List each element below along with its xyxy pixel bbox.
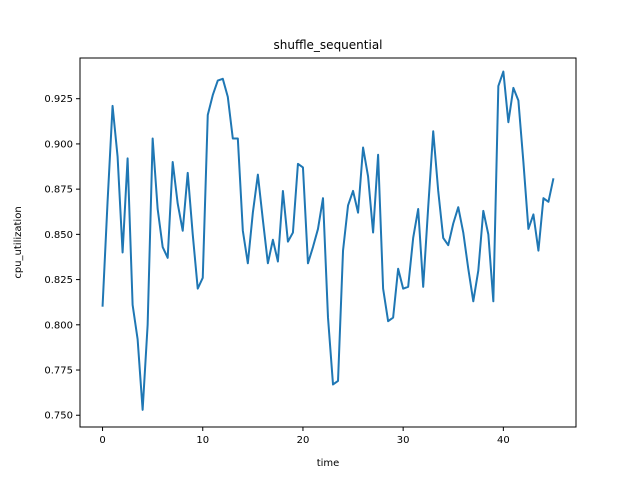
y-tick-label: 0.800: [44, 320, 73, 331]
y-tick-label: 0.875: [44, 185, 73, 196]
plot-frame: [79, 57, 577, 428]
y-tick-label: 0.750: [44, 411, 73, 422]
y-tick-label: 0.900: [44, 139, 73, 150]
x-tick-label: 20: [297, 435, 310, 446]
axis-ticks: 0 10 20 30 40 0.750 0.775 0.800 0.825 0.850 0.875 0…: [44, 94, 509, 446]
x-tick-label: 10: [196, 435, 209, 446]
x-tick-label: 40: [497, 435, 510, 446]
x-tick-label: 30: [397, 435, 410, 446]
y-tick-label: 0.850: [44, 230, 73, 241]
x-axis-label: time: [317, 458, 340, 469]
y-axis-label: cpu_utilization: [13, 206, 24, 278]
series-line: [101, 70, 555, 411]
x-tick-label: 0: [99, 435, 105, 446]
y-tick-label: 0.925: [44, 94, 73, 105]
y-tick-label: 0.775: [44, 366, 73, 377]
y-tick-label: 0.825: [44, 275, 73, 286]
chart-title: shuffle_sequential: [273, 38, 382, 52]
